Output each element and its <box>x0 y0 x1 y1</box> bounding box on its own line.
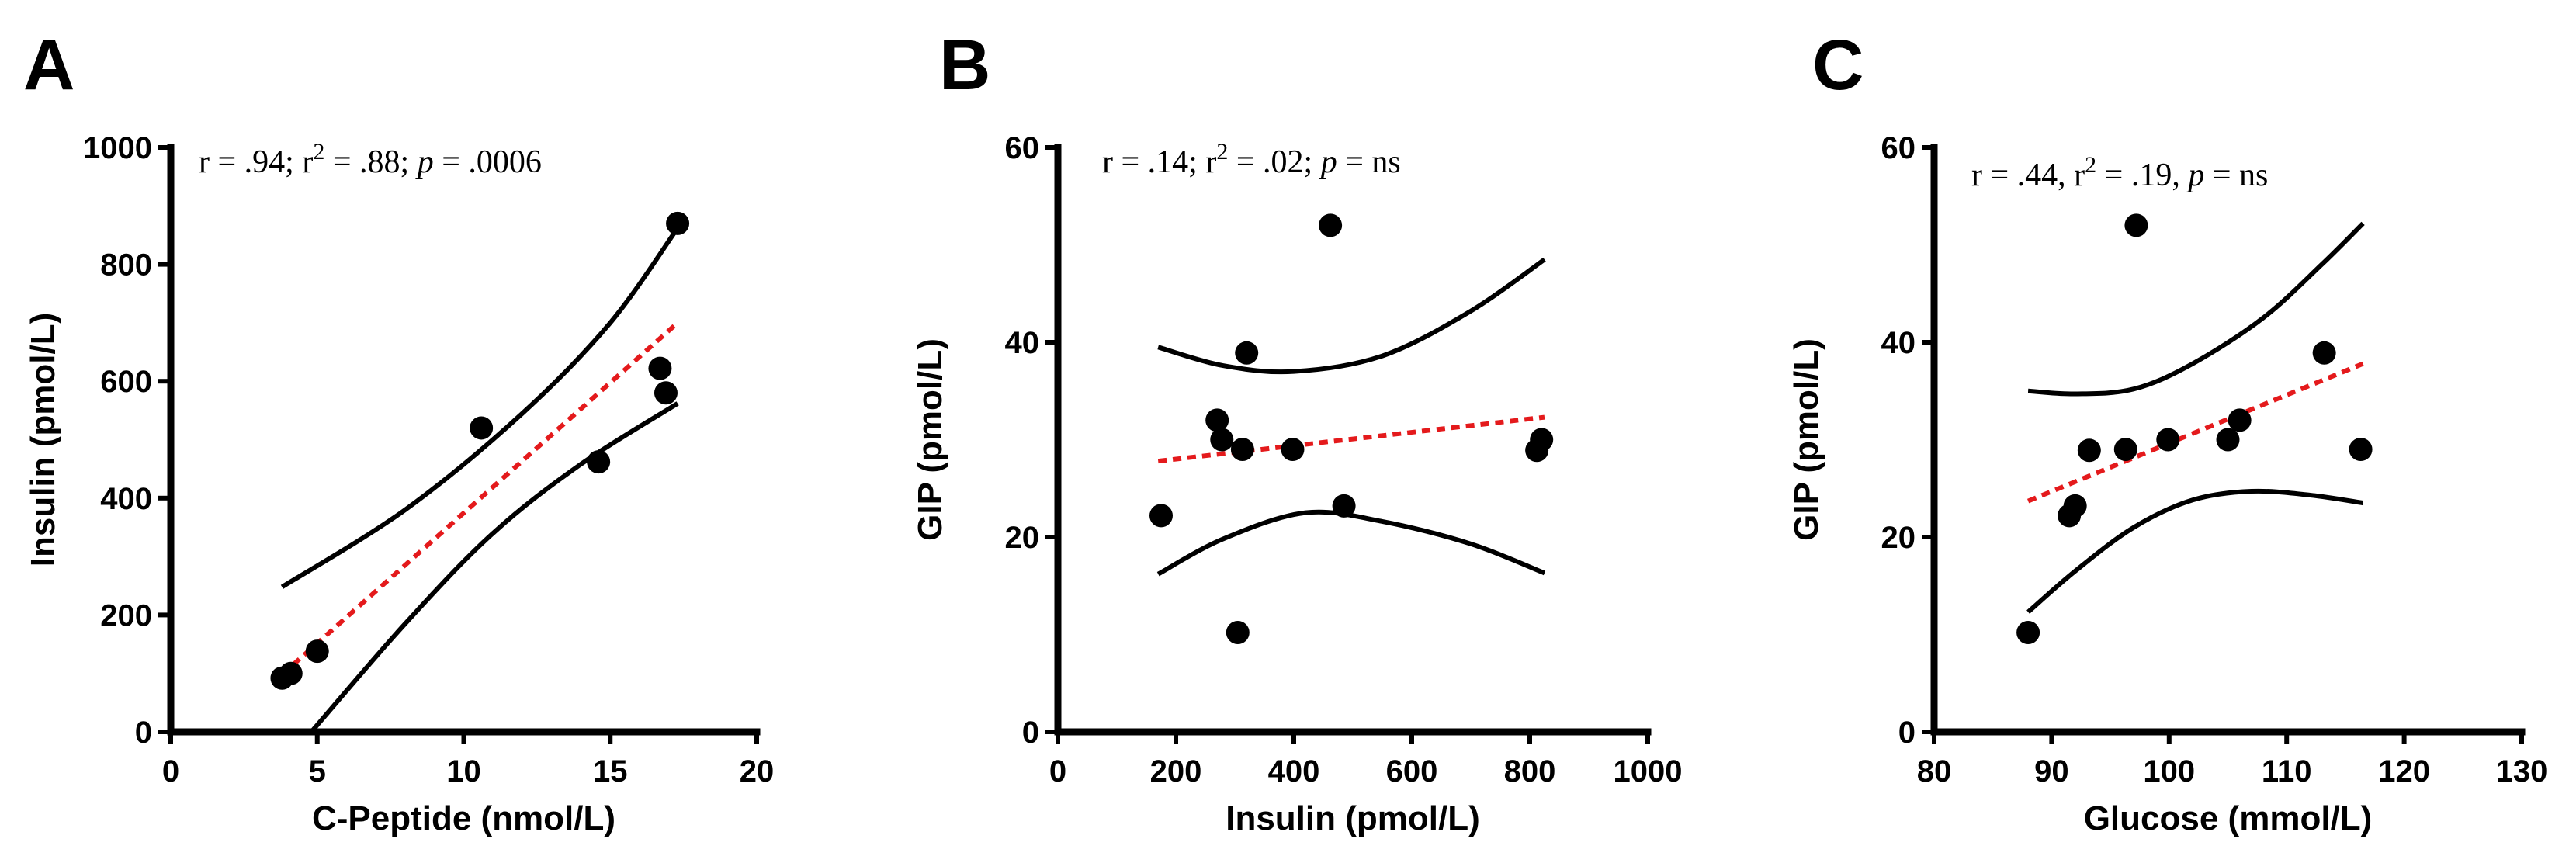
x-tick-label: 1000 <box>1614 754 1683 788</box>
y-tick-label: 40 <box>1005 326 1040 360</box>
panel-letter: C <box>1812 26 1864 105</box>
data-point <box>2063 494 2087 518</box>
ci-upper-line <box>2027 221 2365 397</box>
y-axis-label: GIP (pmol/L) <box>911 338 949 541</box>
data-point <box>1281 438 1305 462</box>
data-point <box>2077 438 2101 463</box>
x-tick-label: 20 <box>740 754 775 788</box>
data-point <box>279 661 303 685</box>
panel-letter: B <box>939 26 990 105</box>
data-point <box>305 639 329 664</box>
y-tick-label: 400 <box>100 482 152 516</box>
x-tick-label: 90 <box>2034 754 2069 788</box>
data-point <box>2016 620 2040 644</box>
ci-lower-line <box>1156 509 1546 577</box>
x-tick-label: 5 <box>309 754 326 788</box>
regression-line <box>280 321 680 677</box>
data-point <box>470 416 494 440</box>
x-tick-label: 130 <box>2496 754 2548 788</box>
x-tick-label: 600 <box>1386 754 1438 788</box>
y-tick-label: 800 <box>100 248 152 282</box>
y-tick-label: 600 <box>100 365 152 399</box>
data-point <box>1205 408 1229 432</box>
stats-annotation: r = .94; r2 = .88; p = .0006 <box>199 139 542 180</box>
x-tick-label: 120 <box>2378 754 2430 788</box>
data-point <box>1149 504 1173 528</box>
y-axis-label: Insulin (pmol/L) <box>24 313 62 567</box>
x-tick-label: 800 <box>1504 754 1556 788</box>
x-tick-label: 400 <box>1268 754 1320 788</box>
data-point <box>2349 438 2373 462</box>
data-point <box>666 211 690 235</box>
data-point <box>1319 213 1343 237</box>
panel-letter: A <box>23 26 75 105</box>
data-point <box>587 450 611 474</box>
x-tick-label: 15 <box>593 754 628 788</box>
regression-line <box>2026 361 2364 504</box>
y-tick-label: 1000 <box>83 131 152 165</box>
x-tick-label: 200 <box>1150 754 1202 788</box>
y-tick-label: 20 <box>1881 521 1916 555</box>
x-tick-label: 100 <box>2143 754 2195 788</box>
ci-lower-line <box>2026 488 2364 614</box>
ci-upper-line <box>280 227 680 589</box>
x-tick-label: 0 <box>1049 754 1066 788</box>
ci-lower-line <box>309 401 679 733</box>
data-point <box>1230 438 1254 462</box>
y-tick-label: 0 <box>1898 716 1916 750</box>
data-point <box>1235 341 1259 365</box>
regression-line <box>1157 414 1545 464</box>
data-point <box>654 381 678 405</box>
y-tick-label: 60 <box>1005 131 1040 165</box>
data-point <box>1226 620 1250 644</box>
y-tick-label: 40 <box>1881 326 1916 360</box>
data-point <box>1332 494 1356 518</box>
x-tick-label: 0 <box>162 754 179 788</box>
y-axis-label: GIP (pmol/L) <box>1787 338 1825 541</box>
x-axis-label: Insulin (pmol/L) <box>1226 799 1480 837</box>
y-tick-label: 20 <box>1005 521 1040 555</box>
x-tick-label: 80 <box>1917 754 1952 788</box>
data-point <box>2124 213 2148 237</box>
ci-upper-line <box>1157 257 1546 375</box>
stats-annotation: r = .44, r2 = .19, p = ns <box>1971 152 2268 193</box>
data-point <box>2312 341 2336 365</box>
x-axis-label: Glucose (mmol/L) <box>2084 799 2373 837</box>
data-point <box>2216 428 2240 452</box>
y-tick-label: 0 <box>1022 716 1039 750</box>
data-point <box>1530 428 1554 452</box>
data-point <box>648 356 672 380</box>
panel-c: C 0 20 40 60 80 90 100 110 120 130 Glucose (mmol/L)… <box>1787 26 2547 837</box>
x-tick-label: 110 <box>2262 754 2312 788</box>
y-tick-label: 0 <box>135 716 152 750</box>
x-tick-label: 10 <box>446 754 481 788</box>
data-point <box>1210 428 1234 452</box>
data-point <box>2228 408 2252 432</box>
y-tick-label: 60 <box>1881 131 1916 165</box>
stats-annotation: r = .14; r2 = .02; p = ns <box>1102 139 1401 180</box>
x-axis-label: C-Peptide (nmol/L) <box>312 799 615 837</box>
data-point <box>2113 438 2137 462</box>
y-tick-label: 200 <box>100 598 152 633</box>
data-point <box>2156 428 2180 452</box>
panel-a: A 0 200 400 600 800 1000 0 5 10 15 20 C-Peptide (nmo… <box>23 26 774 837</box>
